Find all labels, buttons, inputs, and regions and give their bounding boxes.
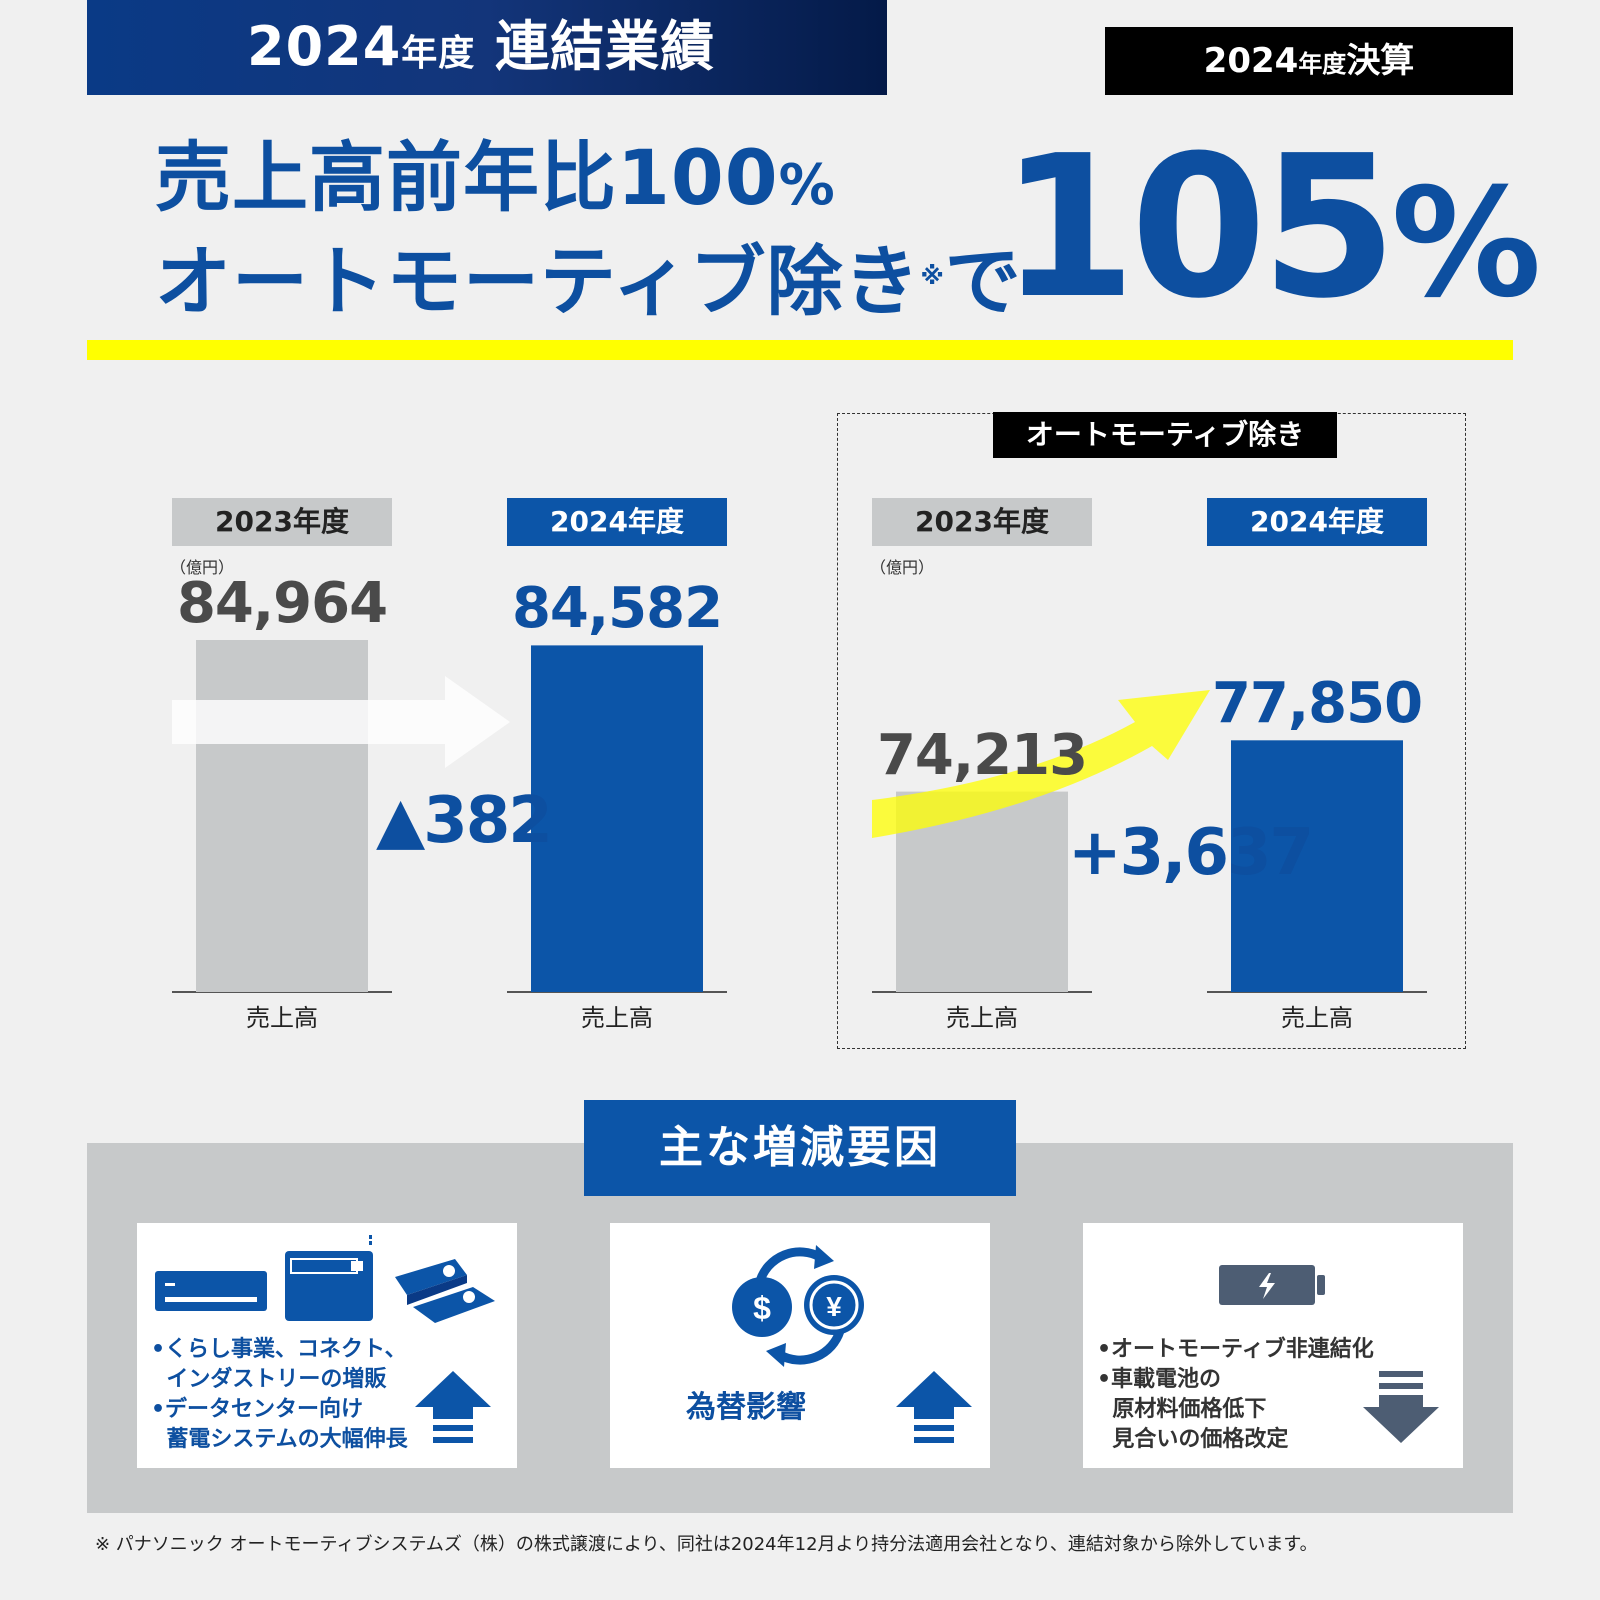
up-curve-arrow-icon	[872, 690, 1210, 838]
unit-label: （億円）	[870, 558, 935, 577]
title-nendo: 年度	[401, 33, 476, 74]
up-arrow-icon	[896, 1371, 972, 1443]
headline-line2-end: で	[944, 237, 1022, 326]
factor-card-decline: •オートモーティブ非連結化 •車載電池の 原材料価格低下 見合いの価格改定	[1083, 1223, 1463, 1468]
badge-main: 決算	[1346, 41, 1415, 81]
title-year: 2024	[247, 15, 402, 78]
big-pct: %	[1391, 157, 1541, 331]
air-conditioner-icon	[155, 1271, 267, 1311]
x-axis-label: 売上高	[581, 1004, 653, 1032]
factor-text-fx: 為替影響	[686, 1390, 806, 1425]
chart-auto-excluded-sales	[872, 690, 1427, 993]
category-label: 2023年度	[872, 498, 1092, 546]
battery-pack-icon	[395, 1259, 495, 1323]
auto-excluded-label: オートモーティブ除き	[993, 412, 1337, 458]
down-arrow-icon	[1363, 1371, 1439, 1443]
headline-line1-pct: %	[778, 153, 836, 218]
battery-icon	[1219, 1265, 1325, 1305]
title-banner: 2024年度 連結業績	[87, 0, 887, 95]
fiscal-badge: 2024年度決算	[1105, 27, 1513, 95]
headline-big-percent: 105%	[1000, 118, 1541, 354]
machine-icon	[285, 1235, 373, 1321]
yellow-underline	[87, 340, 1513, 360]
value-label: 74,213	[876, 722, 1088, 788]
x-axis-label: 売上高	[1281, 1004, 1353, 1032]
page-title: 2024年度 連結業績	[247, 14, 715, 87]
headline-line2: オートモーティブ除き	[155, 237, 921, 326]
category-label: 2024年度	[1207, 498, 1427, 546]
x-axis-label: 売上高	[246, 1004, 318, 1032]
factor-card-growth: •くらし事業、コネクト、 インダストリーの増販 •データセンター向け 蓄電システ…	[137, 1223, 517, 1468]
big-value: 105	[1000, 114, 1397, 342]
up-arrow-icon	[415, 1371, 491, 1443]
title-main: 連結業績	[495, 15, 716, 78]
charts-svg	[172, 640, 1427, 993]
footnote: ※ パナソニック オートモーティブシステムズ（株）の株式譲渡により、同社は202…	[95, 1534, 1318, 1555]
factor-card-fx: $ ¥ 為替影響	[610, 1223, 990, 1468]
chart-total-sales	[172, 640, 727, 993]
product-icons	[155, 1235, 495, 1323]
factor-text-decline: •オートモーティブ非連結化 •車載電池の 原材料価格低下 見合いの価格改定	[1097, 1337, 1374, 1452]
factors-title: 主な増減要因	[584, 1100, 1016, 1196]
factor-text-growth: •くらし事業、コネクト、 インダストリーの増販 •データセンター向け 蓄電システ…	[151, 1337, 408, 1452]
badge-year: 2024	[1203, 41, 1299, 81]
unit-label: （億円）	[170, 558, 235, 577]
note-mark: ※	[920, 262, 945, 290]
bar-2024	[531, 645, 703, 992]
flat-arrow-icon	[172, 676, 510, 768]
value-label: 84,582	[511, 576, 723, 642]
headline-line1: 売上高前年比100	[155, 133, 779, 222]
currency-exchange-icon: $ ¥	[732, 1245, 864, 1367]
change-label-right: +3,637	[1068, 816, 1314, 890]
change-label-left: ▲382	[376, 784, 553, 858]
badge-nendo: 年度	[1298, 50, 1347, 78]
value-label: 84,964	[176, 571, 388, 636]
x-axis-label: 売上高	[946, 1004, 1018, 1032]
bar-2023	[196, 640, 368, 992]
category-label: 2024年度	[507, 498, 727, 546]
dollar-symbol: $	[753, 1290, 771, 1326]
yen-symbol: ¥	[826, 1291, 842, 1322]
bar-2024	[1231, 740, 1403, 992]
category-label: 2023年度	[172, 498, 392, 546]
value-label: 77,850	[1211, 671, 1423, 737]
headline: 売上高前年比100% オートモーティブ除き※で	[155, 130, 1022, 330]
